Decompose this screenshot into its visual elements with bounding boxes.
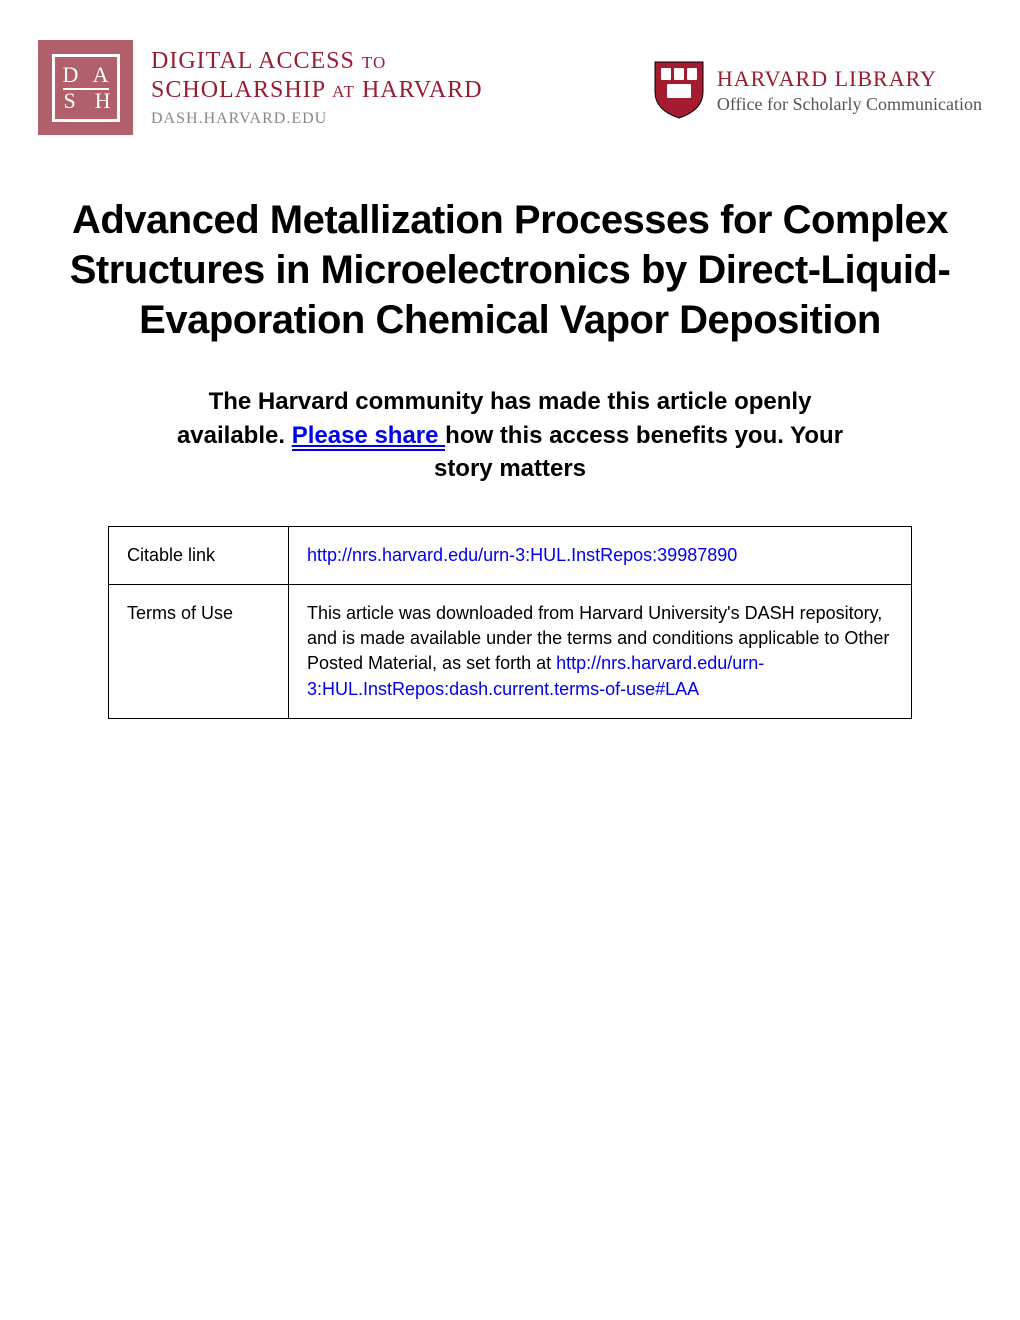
dash-letter-d: D bbox=[63, 62, 79, 88]
dash-logo: D A S H bbox=[38, 40, 133, 135]
dash-title-small2: AT bbox=[332, 82, 355, 101]
community-text-part2: how this access benefits you. Your story… bbox=[434, 422, 843, 483]
table-row: Terms of UseThis article was downloaded … bbox=[109, 584, 912, 718]
dash-title-line1: DIGITAL ACCESS TO bbox=[151, 48, 483, 75]
harvard-library-title: HARVARD LIBRARY bbox=[717, 66, 982, 92]
page-header: D A S H DIGITAL ACCESS TO SCHOLARSHIP AT… bbox=[38, 40, 982, 135]
article-title: Advanced Metallization Processes for Com… bbox=[38, 195, 982, 345]
table-label-cell: Terms of Use bbox=[109, 584, 289, 718]
dash-title-main3: HARVARD bbox=[362, 77, 483, 103]
dash-title-main2: SCHOLARSHIP bbox=[151, 77, 325, 103]
table-row: Citable link http://nrs.harvard.edu/urn-3… bbox=[109, 526, 912, 584]
dash-url: DASH.HARVARD.EDU bbox=[151, 110, 483, 128]
community-statement: The Harvard community has made this arti… bbox=[38, 385, 982, 486]
dash-title-main1: DIGITAL ACCESS bbox=[151, 48, 355, 74]
table-value-cell: This article was downloaded from Harvard… bbox=[289, 584, 912, 718]
dash-letter-a: A bbox=[93, 62, 109, 88]
table-label-cell: Citable link bbox=[109, 526, 289, 584]
dash-letter-h: H bbox=[95, 88, 111, 114]
metadata-table-body: Citable link http://nrs.harvard.edu/urn-3… bbox=[109, 526, 912, 718]
dash-logo-frame: D A S H bbox=[52, 54, 120, 122]
harvard-shield-icon bbox=[653, 60, 705, 120]
metadata-link[interactable]: http://nrs.harvard.edu/urn-3:HUL.InstRep… bbox=[307, 545, 737, 565]
harvard-text-block: HARVARD LIBRARY Office for Scholarly Com… bbox=[717, 66, 982, 115]
dash-title-small1: TO bbox=[362, 53, 386, 72]
dash-title-line2: SCHOLARSHIP AT HARVARD bbox=[151, 77, 483, 104]
please-share-link[interactable]: Please share bbox=[292, 422, 445, 451]
header-left-block: D A S H DIGITAL ACCESS TO SCHOLARSHIP AT… bbox=[38, 40, 483, 135]
dash-letter-s: S bbox=[64, 88, 76, 114]
harvard-office-subtitle: Office for Scholarly Communication bbox=[717, 94, 982, 115]
dash-divider-line bbox=[63, 88, 109, 90]
header-right-block: HARVARD LIBRARY Office for Scholarly Com… bbox=[653, 40, 982, 120]
dash-title-block: DIGITAL ACCESS TO SCHOLARSHIP AT HARVARD… bbox=[151, 48, 483, 128]
metadata-table: Citable link http://nrs.harvard.edu/urn-3… bbox=[108, 526, 912, 719]
table-value-cell: http://nrs.harvard.edu/urn-3:HUL.InstRep… bbox=[289, 526, 912, 584]
